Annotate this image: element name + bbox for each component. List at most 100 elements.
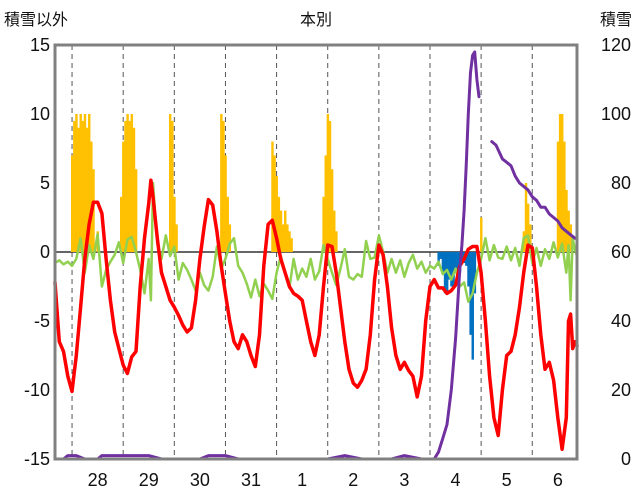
sunshine-bar: [563, 141, 566, 252]
sunshine-bar: [326, 114, 330, 252]
left-tick-label: -10: [24, 380, 50, 400]
sunshine-bar: [73, 120, 76, 253]
sunshine-bar: [565, 189, 568, 252]
sunshine-bar: [330, 169, 334, 252]
right-tick-label: 100: [601, 104, 631, 124]
precipitation-bar: [452, 252, 455, 287]
sunshine-bar: [119, 196, 123, 252]
sunshine-bar: [130, 114, 134, 252]
x-tick-label: 3: [399, 470, 409, 490]
left-tick-label: 0: [40, 242, 50, 262]
sunshine-bar: [124, 120, 127, 253]
sunshine-bar: [324, 155, 327, 252]
precipitation-bar: [456, 252, 460, 273]
left-tick-label: -15: [24, 449, 50, 469]
sunshine-bar: [279, 210, 283, 252]
sunshine-bar: [90, 141, 93, 252]
sunshine-bar: [271, 141, 274, 252]
right-tick-label: 40: [611, 311, 631, 331]
right-tick-label: 80: [611, 173, 631, 193]
sunshine-bar: [173, 196, 176, 252]
precipitation-bar: [448, 252, 451, 280]
sunshine-bar: [79, 114, 82, 252]
sunshine-bar: [480, 217, 483, 252]
sunshine-bar: [88, 114, 91, 252]
sunshine-bar: [175, 224, 178, 252]
right-tick-label: 120: [601, 35, 631, 55]
sunshine-bar: [70, 155, 74, 252]
plot-frame: [53, 43, 579, 461]
left-axis-title: 積雪以外: [4, 10, 68, 29]
sunshine-bar: [286, 224, 289, 252]
sunshine-bar: [288, 231, 291, 252]
sunshine-bar: [134, 169, 138, 252]
sunshine-bar: [228, 224, 232, 252]
left-tick-label: 15: [30, 35, 50, 55]
sunshine-bar: [281, 224, 285, 252]
temperature-line: [53, 178, 579, 452]
sunshine-bar: [277, 196, 281, 252]
x-tick-label: 5: [502, 470, 512, 490]
sunshine-bar: [526, 203, 530, 252]
sunshine-bar: [85, 127, 89, 252]
right-axis-title: 積雪: [600, 10, 632, 29]
sunshine-bar: [328, 120, 332, 253]
sunshine-bar: [273, 155, 276, 252]
sunshine-bar: [558, 114, 562, 252]
sunshine-bar: [77, 127, 80, 252]
x-tick-label: 4: [451, 470, 461, 490]
sunshine-bar: [83, 114, 87, 252]
sunshine-bar: [275, 176, 278, 252]
precipitation-bar: [471, 252, 474, 360]
left-tick-label: -5: [34, 311, 50, 331]
sunshine-bar: [75, 114, 78, 252]
x-tick-label: 30: [190, 470, 210, 490]
sunshine-bar: [126, 114, 129, 252]
snow-depth-line: [490, 140, 579, 240]
x-tick-label: 31: [241, 470, 261, 490]
right-tick-label: 20: [611, 380, 631, 400]
precipitation-bar: [465, 252, 468, 266]
sunshine-bar: [81, 120, 85, 253]
right-tick-label: 0: [621, 449, 631, 469]
precipitation-bar: [437, 252, 440, 266]
snow-depth-line: [53, 50, 481, 461]
right-tick-label: 60: [611, 242, 631, 262]
precipitation-bar: [467, 252, 470, 287]
sunshine-bar: [222, 120, 225, 253]
chart-title: 本別: [300, 10, 332, 29]
sunshine-bar: [128, 120, 131, 253]
x-tick-label: 29: [139, 470, 159, 490]
sunshine-bar: [224, 155, 227, 252]
sunshine-bar: [556, 141, 560, 252]
sunshine-bar: [132, 127, 136, 252]
sunshine-bar: [333, 210, 336, 252]
x-tick-label: 28: [88, 470, 108, 490]
sunshine-bar: [171, 120, 174, 253]
lines: [53, 50, 579, 461]
sunshine-bar: [290, 238, 293, 252]
sunshine-bar: [226, 196, 229, 252]
sunshine-bar: [122, 141, 125, 252]
precipitation-bar: [450, 252, 453, 287]
precipitation-bar: [454, 252, 457, 273]
sunshine-bar: [529, 224, 532, 252]
wind-line: [53, 181, 579, 303]
x-tick-label: 1: [297, 470, 307, 490]
precipitation-bar: [469, 252, 472, 335]
precipitation-bar: [441, 252, 445, 273]
sunshine-bar: [524, 183, 528, 252]
sunshine-bar: [220, 114, 223, 252]
sunshine-bar: [322, 196, 325, 252]
sunshine-bar: [284, 210, 287, 252]
sunshine-bar: [168, 114, 172, 252]
sunshine-bar: [561, 114, 564, 252]
x-tick-label: 6: [553, 470, 563, 490]
precipitation-bar: [473, 252, 477, 294]
sunshine-bar: [335, 231, 338, 252]
sunshine-bar: [569, 224, 572, 252]
precipitation-bar: [439, 252, 443, 259]
ticks: 28 29 30 31 1 2 3 4 5 6 15 10 5 0 -5 -10 -15 120 100 80 60 40…: [24, 35, 631, 490]
left-tick-label: 5: [40, 173, 50, 193]
